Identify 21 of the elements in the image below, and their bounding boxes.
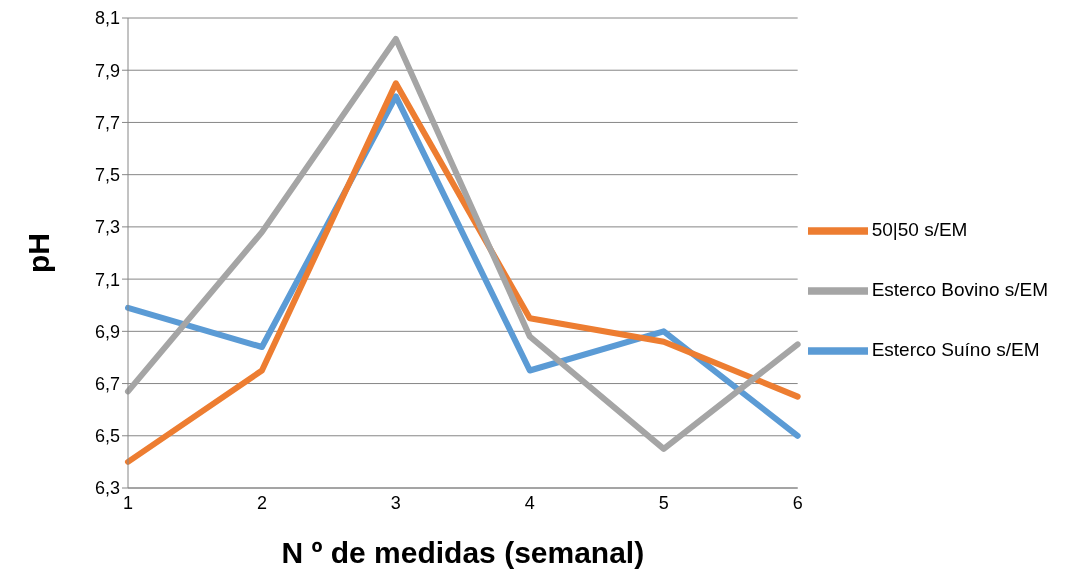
legend-label: 50|50 s/EM [871, 218, 968, 240]
y-tick-label: 7,7 [94, 112, 120, 133]
x-tick-label: 2 [256, 492, 267, 513]
y-axis-title: pH [21, 233, 55, 273]
y-tick-label: 7,9 [94, 60, 120, 81]
y-tick-label: 7,5 [94, 165, 120, 186]
x-axis-title: N º de medidas (semanal) [281, 536, 645, 569]
y-tick-label: 7,3 [94, 217, 120, 238]
y-tick-label: 7,1 [94, 269, 120, 290]
x-tick-label: 6 [792, 492, 803, 513]
y-tick-label: 6,9 [94, 321, 120, 342]
y-tick-label: 6,5 [94, 426, 120, 447]
x-tick-label: 4 [524, 492, 535, 513]
x-tick-label: 3 [390, 492, 401, 513]
y-tick-label: 8,1 [94, 8, 120, 29]
x-tick-label: 1 [122, 492, 134, 513]
y-tick-label: 6,7 [94, 373, 120, 394]
x-tick-label: 5 [658, 492, 669, 513]
y-tick-label: 6,3 [94, 478, 120, 499]
legend-label: Esterco Suíno s/EM [871, 338, 1040, 360]
legend-label: Esterco Bovino s/EM [871, 278, 1048, 300]
